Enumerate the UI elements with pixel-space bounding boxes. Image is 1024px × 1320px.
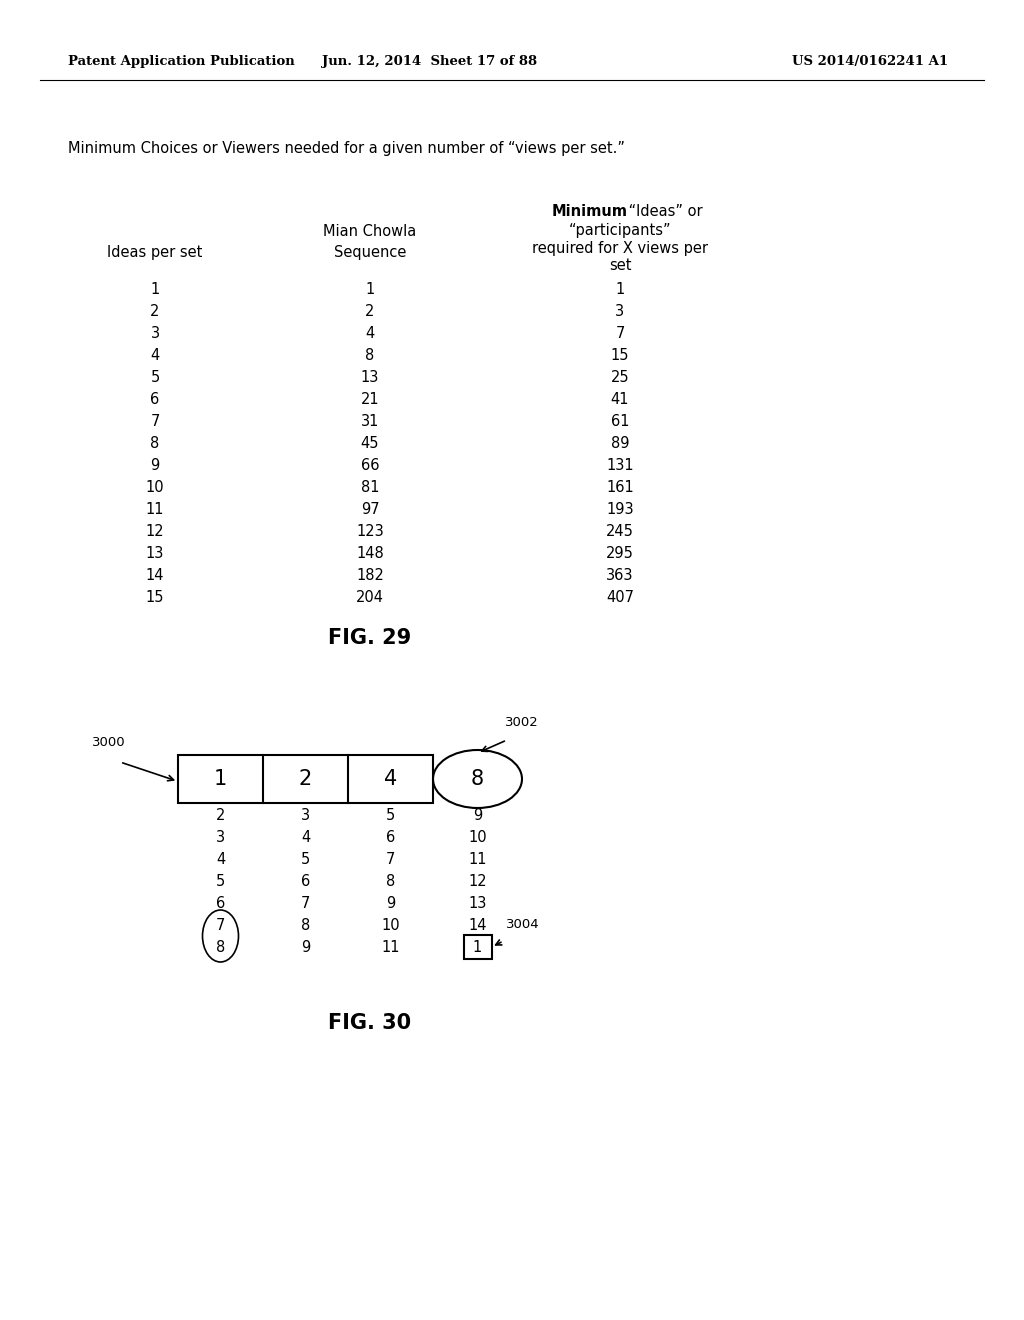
Text: 8: 8 <box>386 874 395 888</box>
Text: 8: 8 <box>151 437 160 451</box>
Text: 1: 1 <box>366 282 375 297</box>
Text: 2: 2 <box>366 305 375 319</box>
Text: 5: 5 <box>301 851 310 866</box>
Text: 1: 1 <box>214 770 227 789</box>
Text: 4: 4 <box>301 829 310 845</box>
Text: 12: 12 <box>468 874 486 888</box>
Text: 245: 245 <box>606 524 634 540</box>
Text: 5: 5 <box>216 874 225 888</box>
Text: 1: 1 <box>151 282 160 297</box>
Text: 11: 11 <box>468 851 486 866</box>
Text: 131: 131 <box>606 458 634 474</box>
Text: 14: 14 <box>145 569 164 583</box>
Text: “participants”: “participants” <box>568 223 672 238</box>
Text: 10: 10 <box>468 829 486 845</box>
Text: 81: 81 <box>360 480 379 495</box>
Text: 15: 15 <box>610 348 630 363</box>
Text: 8: 8 <box>301 917 310 932</box>
Text: 363: 363 <box>606 569 634 583</box>
Text: 41: 41 <box>610 392 630 408</box>
Bar <box>178 755 433 803</box>
Text: 9: 9 <box>301 940 310 954</box>
Text: Minimum: Minimum <box>552 205 628 219</box>
Text: 13: 13 <box>468 895 486 911</box>
Text: 7: 7 <box>216 917 225 932</box>
Text: 2: 2 <box>216 808 225 822</box>
Text: 3: 3 <box>216 829 225 845</box>
Text: 21: 21 <box>360 392 379 408</box>
Text: 61: 61 <box>610 414 630 429</box>
Text: 2: 2 <box>299 770 312 789</box>
Text: Jun. 12, 2014  Sheet 17 of 88: Jun. 12, 2014 Sheet 17 of 88 <box>323 55 538 69</box>
Text: Ideas per set: Ideas per set <box>108 244 203 260</box>
Text: 193: 193 <box>606 503 634 517</box>
Text: 10: 10 <box>145 480 164 495</box>
Text: 4: 4 <box>384 770 397 789</box>
Text: required for X views per: required for X views per <box>532 240 708 256</box>
Text: 9: 9 <box>151 458 160 474</box>
Text: 4: 4 <box>216 851 225 866</box>
Text: Sequence: Sequence <box>334 244 407 260</box>
Text: 6: 6 <box>301 874 310 888</box>
Text: 15: 15 <box>145 590 164 606</box>
Text: 7: 7 <box>386 851 395 866</box>
Text: 182: 182 <box>356 569 384 583</box>
Text: US 2014/0162241 A1: US 2014/0162241 A1 <box>792 55 948 69</box>
Text: 13: 13 <box>360 371 379 385</box>
Text: 10: 10 <box>381 917 399 932</box>
Text: 3: 3 <box>615 305 625 319</box>
Text: 12: 12 <box>145 524 164 540</box>
Text: FIG. 30: FIG. 30 <box>329 1012 412 1034</box>
Text: 161: 161 <box>606 480 634 495</box>
Text: 3002: 3002 <box>505 715 539 729</box>
Text: 4: 4 <box>366 326 375 342</box>
Text: 4: 4 <box>151 348 160 363</box>
Text: 8: 8 <box>471 770 484 789</box>
Text: 3: 3 <box>301 808 310 822</box>
Text: 204: 204 <box>356 590 384 606</box>
Text: Patent Application Publication: Patent Application Publication <box>68 55 295 69</box>
Bar <box>464 935 492 960</box>
Text: 1: 1 <box>615 282 625 297</box>
Text: Minimum Choices or Viewers needed for a given number of “views per set.”: Minimum Choices or Viewers needed for a … <box>68 140 625 156</box>
Text: FIG. 29: FIG. 29 <box>329 628 412 648</box>
Text: 2: 2 <box>151 305 160 319</box>
Text: 3: 3 <box>151 326 160 342</box>
Text: 5: 5 <box>151 371 160 385</box>
Text: 295: 295 <box>606 546 634 561</box>
Text: 7: 7 <box>615 326 625 342</box>
Text: 89: 89 <box>610 437 630 451</box>
Text: 5: 5 <box>386 808 395 822</box>
Text: 11: 11 <box>381 940 399 954</box>
Text: 3000: 3000 <box>92 735 126 748</box>
Text: 1: 1 <box>473 940 482 954</box>
Text: 148: 148 <box>356 546 384 561</box>
Text: 7: 7 <box>301 895 310 911</box>
Text: 13: 13 <box>145 546 164 561</box>
Text: 123: 123 <box>356 524 384 540</box>
Text: 14: 14 <box>468 917 486 932</box>
Text: 407: 407 <box>606 590 634 606</box>
Text: Mian Chowla: Mian Chowla <box>324 224 417 239</box>
Text: 6: 6 <box>386 829 395 845</box>
Text: 8: 8 <box>366 348 375 363</box>
Text: set: set <box>608 259 631 273</box>
Text: 11: 11 <box>145 503 164 517</box>
Text: 6: 6 <box>151 392 160 408</box>
Text: 8: 8 <box>216 940 225 954</box>
Text: 9: 9 <box>473 808 482 822</box>
Text: 25: 25 <box>610 371 630 385</box>
Text: 31: 31 <box>360 414 379 429</box>
Text: 97: 97 <box>360 503 379 517</box>
Text: 66: 66 <box>360 458 379 474</box>
Text: 3004: 3004 <box>506 919 539 932</box>
Text: “Ideas” or: “Ideas” or <box>624 205 702 219</box>
Text: 9: 9 <box>386 895 395 911</box>
Text: 45: 45 <box>360 437 379 451</box>
Text: 6: 6 <box>216 895 225 911</box>
Text: 7: 7 <box>151 414 160 429</box>
